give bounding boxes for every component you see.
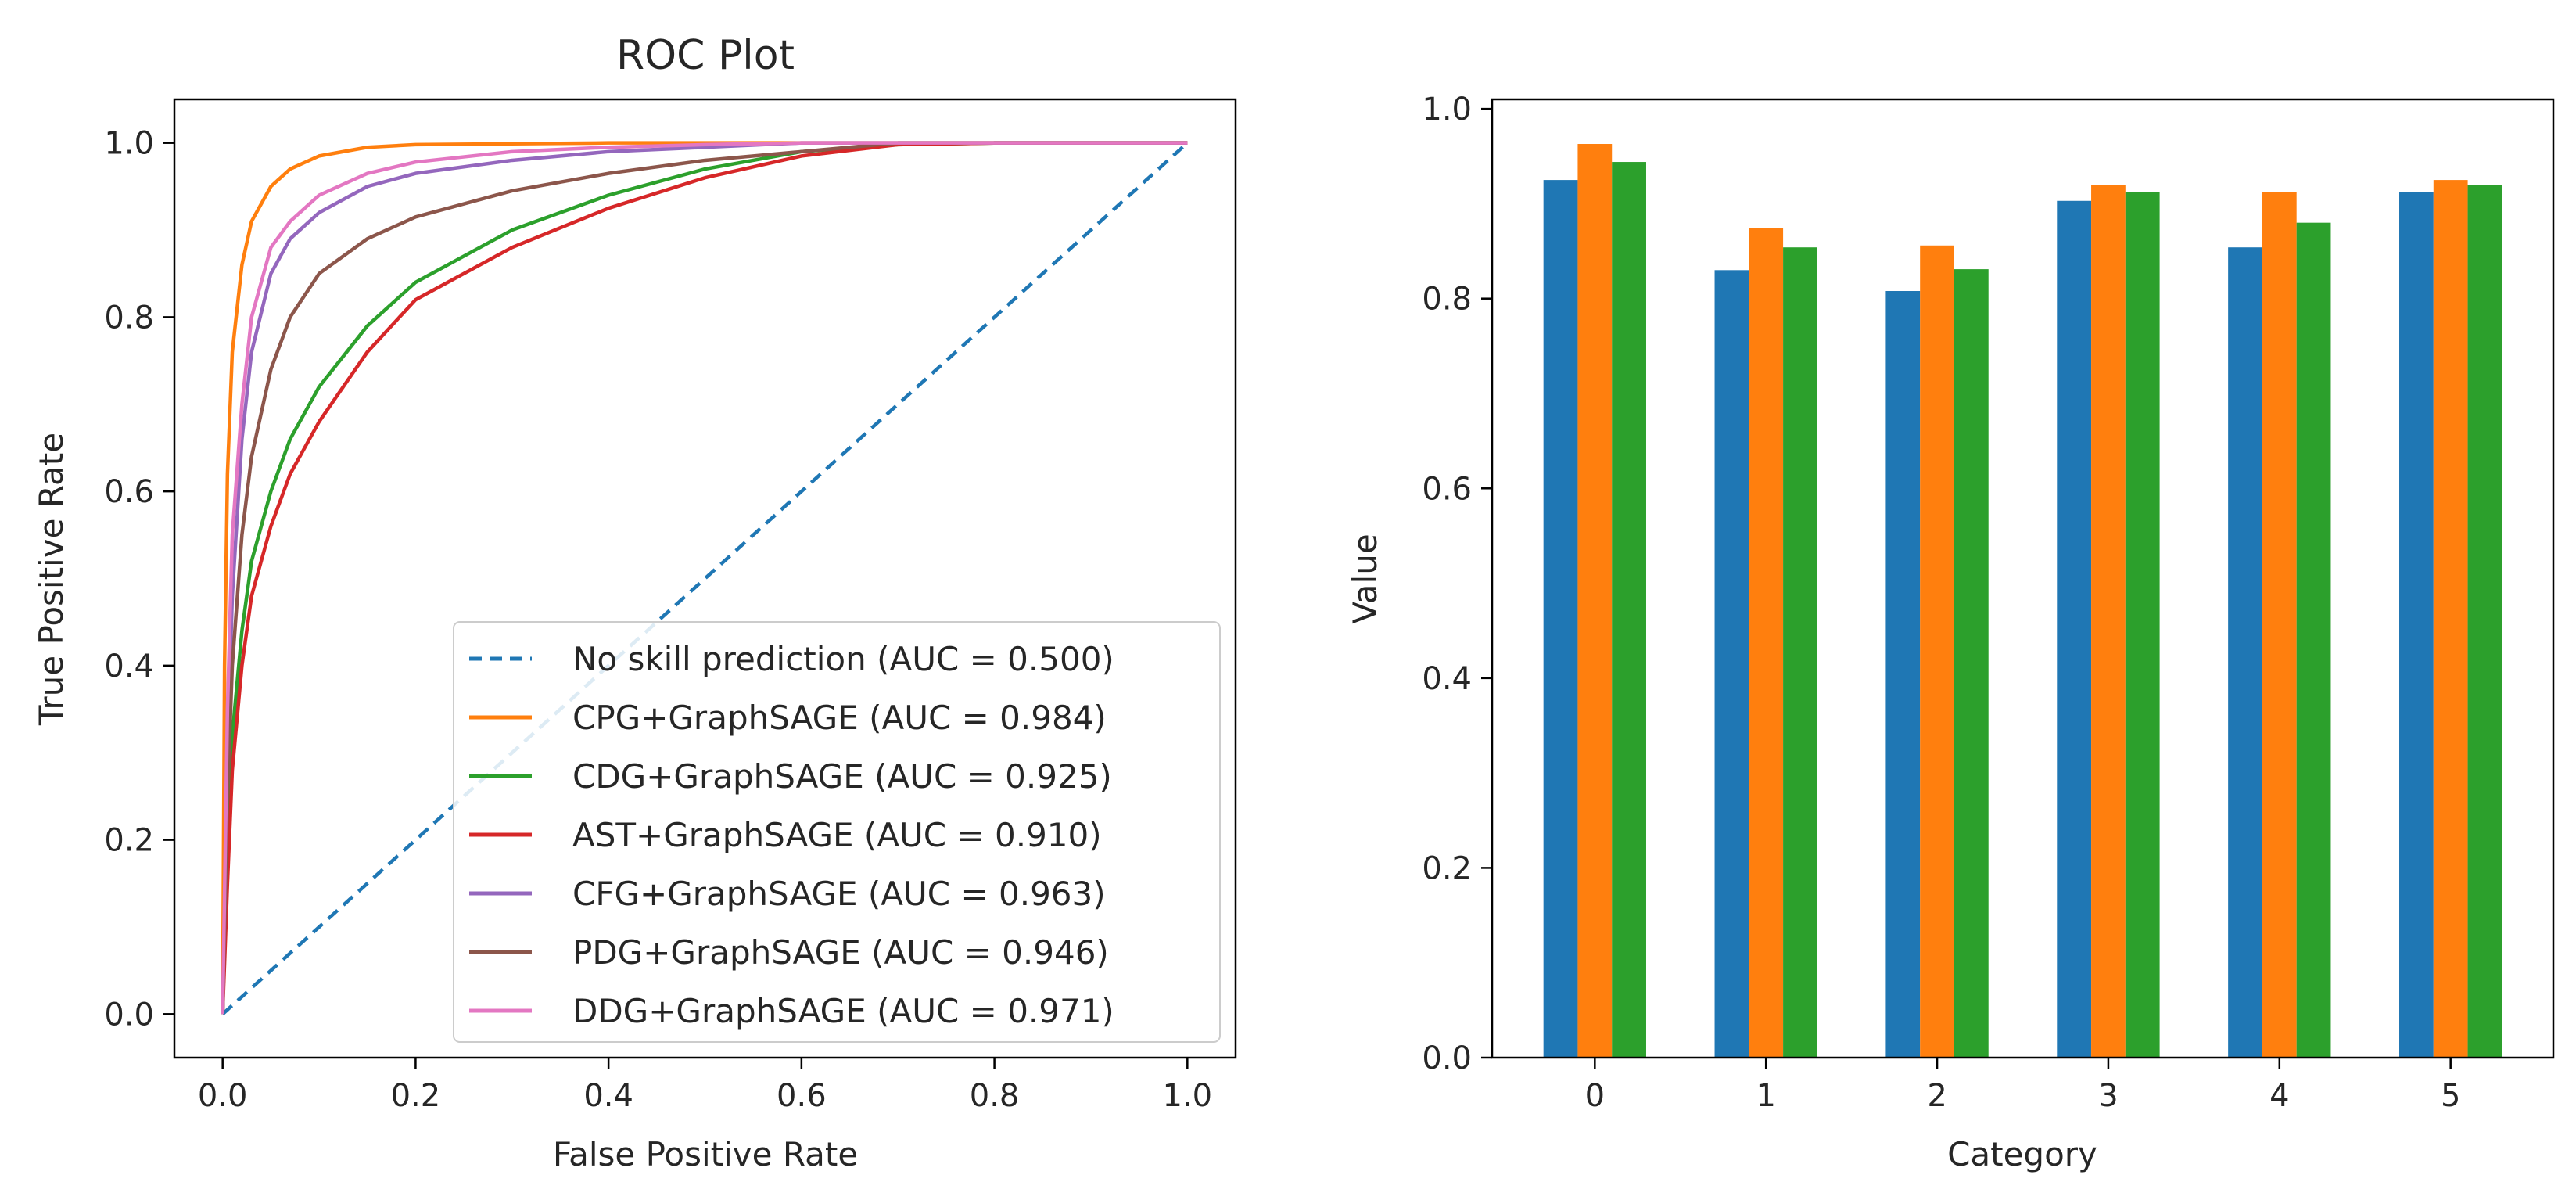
roc-series-line-5 <box>221 141 1188 1015</box>
bar-series0-cat0 <box>1543 180 1578 1058</box>
bar-series2-cat2 <box>1954 269 1989 1058</box>
bar-series2-cat5 <box>2467 185 2502 1058</box>
bar-series0-cat1 <box>1714 270 1749 1058</box>
roc-y-axis-label: True Positive Rate <box>32 433 70 726</box>
bar-y-tick-label: 0.8 <box>1422 282 1472 318</box>
roc-x-tick-label: 1.0 <box>1163 1078 1213 1114</box>
roc-legend-box <box>453 621 1221 1043</box>
bar-y-tick-label: 0.4 <box>1422 661 1472 697</box>
roc-y-tick-label: 1.0 <box>104 126 154 162</box>
bar-plot-frame <box>1491 98 2555 1059</box>
bar-y-tick-label: 0.2 <box>1422 850 1472 886</box>
bar-series1-cat2 <box>1920 245 1954 1058</box>
roc-y-tick-label: 0.4 <box>104 649 154 685</box>
bar-x-tick-label: 5 <box>2441 1078 2460 1114</box>
roc-plot-frame <box>173 98 1237 1059</box>
bar-series0-cat4 <box>2228 247 2262 1058</box>
roc-legend-label-6: DDG+GraphSAGE (AUC = 0.971) <box>572 992 1114 1030</box>
roc-series-line-6 <box>221 141 1188 1015</box>
bar-series2-cat3 <box>2125 192 2160 1058</box>
roc-x-tick-label: 0.4 <box>583 1078 633 1114</box>
roc-y-tick-label: 0.8 <box>104 300 154 336</box>
roc-legend-label-2: CDG+GraphSAGE (AUC = 0.925) <box>572 757 1112 796</box>
bar-y-tick-label: 1.0 <box>1422 92 1472 128</box>
bar-series1-cat4 <box>2262 192 2297 1058</box>
roc-y-tick-label: 0.6 <box>104 474 154 510</box>
bar-series2-cat1 <box>1783 247 1817 1058</box>
roc-series-line-3 <box>221 141 1188 1015</box>
bar-x-tick-label: 3 <box>2098 1078 2118 1114</box>
bar-x-axis-label: Category <box>1947 1135 2097 1173</box>
roc-series-line-0 <box>221 142 1189 1015</box>
roc-legend-label-1: CPG+GraphSAGE (AUC = 0.984) <box>572 699 1107 737</box>
bar-series1-cat1 <box>1749 228 1784 1058</box>
roc-x-tick-label: 0.2 <box>391 1078 441 1114</box>
bar-series2-cat4 <box>2296 222 2331 1058</box>
roc-x-axis-label: False Positive Rate <box>553 1135 858 1173</box>
bar-series0-cat5 <box>2399 192 2434 1058</box>
roc-legend-label-0: No skill prediction (AUC = 0.500) <box>572 640 1114 678</box>
bar-series1-cat0 <box>1577 144 1613 1058</box>
bar-x-tick-label: 2 <box>1927 1078 1946 1114</box>
bar-x-tick-label: 0 <box>1585 1078 1605 1114</box>
roc-legend-label-5: PDG+GraphSAGE (AUC = 0.946) <box>572 933 1109 972</box>
bar-tick-group: 0.0 0.2 0.4 0.6 0.8 1.0 0 1 2 3 4 5 <box>1422 92 2460 1114</box>
roc-series-group <box>221 141 1189 1015</box>
roc-legend: No skill prediction (AUC = 0.500) CPG+Gra… <box>453 621 1221 1043</box>
roc-series-line-1 <box>221 141 1188 1015</box>
bar-series0-cat3 <box>2057 200 2092 1058</box>
roc-x-tick-label: 0.0 <box>198 1078 248 1114</box>
bar-x-tick-label: 1 <box>1756 1078 1775 1114</box>
roc-y-tick-label: 0.0 <box>104 997 154 1033</box>
roc-y-tick-label: 0.2 <box>104 823 154 859</box>
bar-y-tick-label: 0.6 <box>1422 471 1472 507</box>
bar-chart-panel: 0.0 0.2 0.4 0.6 0.8 1.0 0 1 2 3 4 5 Category Value <box>1346 92 2555 1173</box>
roc-tick-group: 0.0 0.2 0.4 0.6 0.8 1.0 0.0 0.2 0.4 0.6 0.8 1.0 <box>104 126 1212 1114</box>
bar-series-group <box>1543 144 2502 1058</box>
bar-series1-cat3 <box>2091 185 2126 1058</box>
roc-x-tick-label: 0.6 <box>777 1078 827 1114</box>
roc-x-tick-label: 0.8 <box>970 1078 1020 1114</box>
roc-legend-label-3: AST+GraphSAGE (AUC = 0.910) <box>572 816 1102 854</box>
bar-series2-cat0 <box>1612 162 1646 1058</box>
bar-series0-cat2 <box>1885 291 1921 1058</box>
roc-plot-title: ROC Plot <box>616 32 795 79</box>
bar-x-tick-label: 4 <box>2269 1078 2289 1114</box>
roc-legend-label-4: CFG+GraphSAGE (AUC = 0.963) <box>572 875 1106 913</box>
roc-plot-panel: ROC Plot 0.0 0.2 0.4 0.6 0.8 1.00.00.20.40.60… <box>32 32 1237 1173</box>
bar-series1-cat5 <box>2433 180 2468 1058</box>
bar-y-tick-label: 0.0 <box>1422 1040 1472 1076</box>
bar-y-axis-label: Value <box>1346 534 1384 623</box>
